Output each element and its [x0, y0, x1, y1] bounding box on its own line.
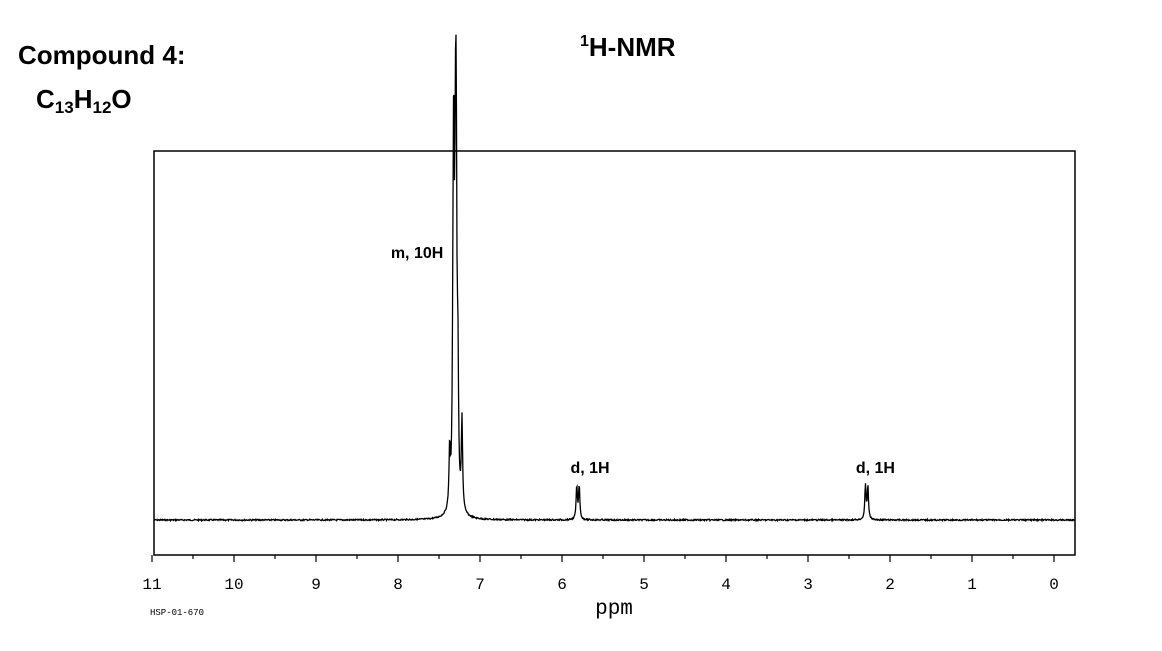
peak-annotation: d, 1H — [570, 460, 609, 477]
x-tick-label: 3 — [803, 576, 813, 594]
peak-annotation: m, 10H — [391, 245, 443, 262]
formula-element-c: C — [36, 84, 55, 114]
peak-annotations: m, 10H d, 1H d, 1H — [391, 245, 895, 477]
spectrum-code: HSP-01-670 — [150, 608, 204, 618]
x-tick-label: 5 — [639, 576, 649, 594]
x-axis-label: ppm — [595, 598, 633, 621]
x-tick-label: 6 — [557, 576, 567, 594]
spectrum-title-superscript: 1 — [580, 33, 589, 50]
formula-element-h: H — [73, 84, 93, 114]
x-tick-label: 9 — [311, 576, 321, 594]
x-tick-label: 7 — [475, 576, 485, 594]
x-tick-label: 4 — [721, 576, 731, 594]
x-axis-ticks — [151, 555, 1055, 562]
formula-element-o: O — [111, 84, 132, 114]
spectrum-title-text: H-NMR — [588, 32, 676, 62]
formula-subscript-h: 12 — [92, 98, 112, 117]
spectrum-title: 1H-NMR — [580, 32, 676, 63]
spectrum-line — [153, 34, 1076, 523]
plot-frame — [153, 150, 1076, 556]
x-tick-label: 0 — [1049, 576, 1059, 594]
molecular-formula: C13H12O — [36, 84, 132, 118]
compound-label: Compound 4: — [18, 40, 186, 70]
x-tick-label: 11 — [142, 576, 161, 594]
x-tick-label: 2 — [885, 576, 895, 594]
formula-subscript-c: 13 — [54, 98, 74, 117]
x-tick-label: 10 — [224, 576, 243, 594]
x-axis-tick-labels: 11 10 9 8 7 6 5 4 3 2 1 0 — [142, 576, 1058, 594]
x-tick-label: 1 — [967, 576, 977, 594]
x-tick-label: 8 — [393, 576, 403, 594]
peak-annotation: d, 1H — [856, 460, 895, 477]
